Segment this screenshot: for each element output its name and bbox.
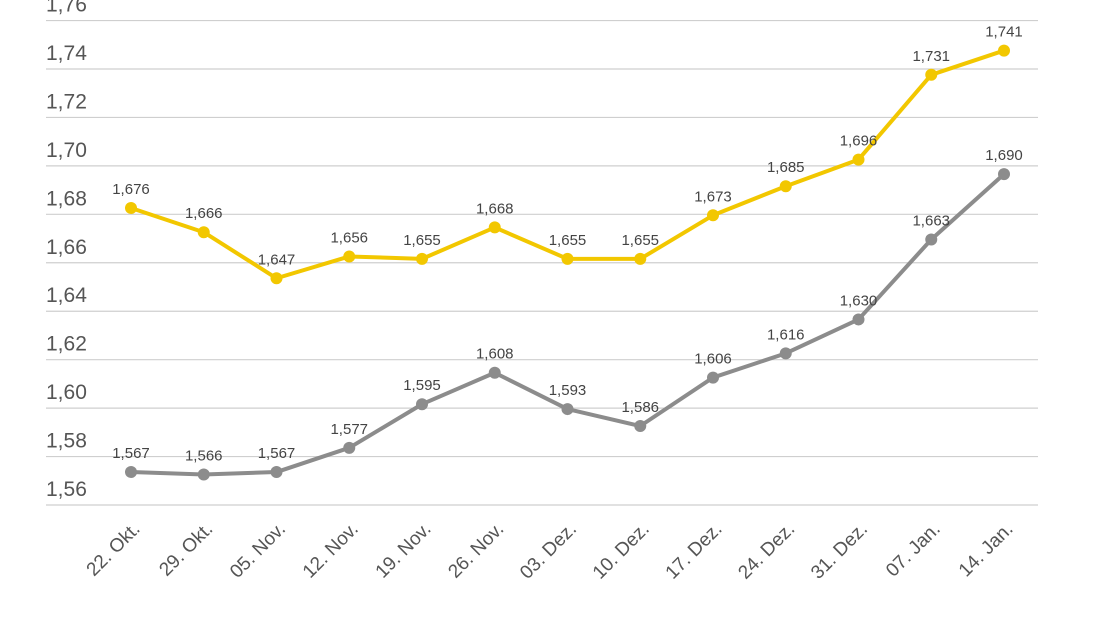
data-point — [852, 153, 865, 166]
data-point — [634, 420, 647, 433]
data-label: 1,655 — [549, 232, 587, 249]
data-label: 1,690 — [985, 147, 1023, 164]
data-point — [197, 226, 210, 239]
y-tick-label: 1,58 — [46, 430, 87, 453]
data-label: 1,606 — [694, 351, 732, 368]
x-tick-label: 29. Okt. — [155, 519, 217, 581]
data-point — [852, 313, 865, 326]
y-tick-label: 1,64 — [46, 284, 87, 307]
data-labels: 1,676 1,666 1,647 1,656 1,655 1,668 1,655 1,655… — [112, 24, 1023, 465]
data-label: 1,630 — [840, 292, 878, 309]
x-tick-label: 26. Nov. — [444, 519, 508, 583]
data-point — [270, 272, 283, 285]
data-label: 1,663 — [912, 213, 950, 230]
data-label: 1,608 — [476, 346, 514, 363]
data-point — [343, 441, 356, 454]
data-label: 1,673 — [694, 188, 732, 205]
y-tick-label: 1,66 — [46, 236, 87, 259]
data-label: 1,647 — [258, 251, 296, 268]
data-label: 1,741 — [985, 24, 1023, 41]
data-label: 1,593 — [549, 382, 587, 399]
data-point — [125, 202, 137, 215]
data-label: 1,566 — [185, 447, 223, 464]
data-point — [779, 180, 792, 193]
data-label: 1,656 — [330, 229, 368, 246]
series-line-1 — [129, 172, 1006, 477]
data-point — [707, 371, 719, 384]
y-tick-label: 1,62 — [46, 333, 87, 356]
data-label: 1,655 — [403, 232, 441, 249]
data-point — [561, 403, 574, 416]
data-point — [197, 468, 210, 481]
data-point — [925, 233, 938, 246]
data-point — [998, 168, 1010, 181]
y-tick-label: 1,72 — [46, 90, 87, 113]
x-tick-label: 05. Nov. — [226, 519, 290, 583]
data-point — [634, 252, 647, 265]
data-label: 1,655 — [621, 232, 659, 249]
data-point — [416, 398, 428, 411]
x-tick-label: 07. Jan. — [882, 519, 945, 582]
data-point — [270, 466, 283, 479]
grid-lines — [46, 19, 1038, 506]
x-tick-label: 10. Dez. — [589, 519, 654, 584]
data-label: 1,731 — [912, 48, 950, 65]
data-label: 1,616 — [767, 326, 805, 343]
y-tick-label: 1,74 — [46, 42, 87, 65]
y-tick-label: 1,70 — [46, 139, 87, 162]
data-point — [707, 209, 719, 222]
data-point — [125, 466, 137, 479]
x-tick-label: 03. Dez. — [516, 519, 581, 584]
y-tick-label: 1,76 — [46, 0, 87, 17]
data-label: 1,567 — [258, 445, 296, 462]
data-label: 1,595 — [403, 377, 441, 394]
data-label: 1,676 — [112, 181, 150, 198]
data-point — [416, 252, 428, 265]
data-point — [343, 250, 356, 263]
data-label: 1,696 — [840, 133, 878, 150]
y-tick-label: 1,60 — [46, 381, 87, 404]
x-tick-label: 31. Dez. — [807, 519, 872, 584]
x-tick-label: 19. Nov. — [372, 519, 436, 583]
data-point — [925, 68, 938, 81]
data-point — [779, 347, 792, 360]
data-label: 1,577 — [330, 421, 368, 438]
y-axis-ticks: 1,56 1,58 1,60 1,62 1,64 1,66 1,68 1,70 1,72 1,74… — [46, 0, 87, 501]
series-group — [125, 44, 1010, 481]
x-tick-label: 12. Nov. — [299, 519, 363, 583]
data-point — [488, 366, 501, 379]
x-tick-label: 24. Dez. — [734, 519, 799, 584]
data-point — [561, 252, 574, 265]
data-point — [488, 221, 501, 234]
data-point — [998, 44, 1010, 57]
x-tick-label: 22. Okt. — [83, 519, 145, 581]
data-label: 1,668 — [476, 200, 514, 217]
data-label: 1,567 — [112, 445, 150, 462]
y-tick-label: 1,56 — [46, 478, 87, 501]
data-label: 1,666 — [185, 205, 223, 222]
x-axis-ticks: 22. Okt. 29. Okt. 05. Nov. 12. Nov. 19. Nov.… — [83, 519, 1018, 584]
x-tick-label: 17. Dez. — [662, 519, 727, 584]
data-label: 1,586 — [621, 399, 659, 416]
x-tick-label: 14. Jan. — [955, 519, 1018, 582]
y-tick-label: 1,68 — [46, 187, 87, 210]
data-label: 1,685 — [767, 159, 805, 176]
